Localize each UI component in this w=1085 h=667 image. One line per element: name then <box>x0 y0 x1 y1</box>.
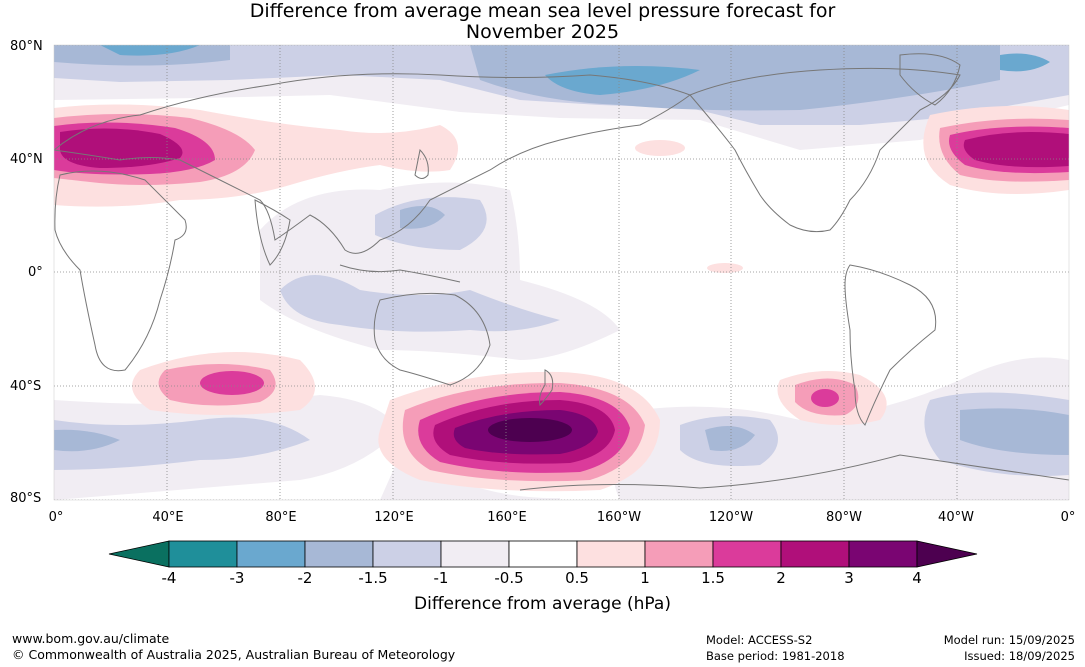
colorbar-tick: -0.5 <box>494 569 524 587</box>
lon-label-0-right: 0° <box>1060 510 1076 525</box>
colorbar-bin <box>780 540 850 568</box>
lon-label-160w: 160°W <box>596 510 642 525</box>
colorbar-bin <box>168 540 238 568</box>
colorbar-tick: 4 <box>912 569 922 587</box>
lon-label-0-left: 0° <box>48 510 64 525</box>
base-period: Base period: 1981-2018 <box>706 649 845 663</box>
colorbar-tick: 1 <box>640 569 650 587</box>
colorbar-bin <box>304 540 374 568</box>
colorbar-extend-max <box>916 540 978 568</box>
colorbar-tick: -2 <box>297 569 313 587</box>
copyright-text: © Commonwealth of Australia 2025, Austra… <box>12 647 456 662</box>
lon-label-160e: 160°E <box>487 510 527 525</box>
lon-label-120w: 120°W <box>708 510 754 525</box>
colorbar-tick: 0.5 <box>565 569 589 587</box>
model-name: Model: ACCESS-S2 <box>706 633 813 647</box>
colorbar-bin <box>848 540 918 568</box>
lon-label-120e: 120°E <box>374 510 414 525</box>
gridlines <box>54 45 1069 500</box>
colorbar-tick: -3 <box>229 569 245 587</box>
title-line-2: November 2025 <box>465 21 620 43</box>
colorbar-tick: 3 <box>844 569 854 587</box>
colorbar-bin <box>712 540 782 568</box>
lon-label-40e: 40°E <box>152 510 184 525</box>
model-run-date: Model run: 15/09/2025 <box>943 633 1075 647</box>
colorbar-bin <box>372 540 442 568</box>
colorbar-bin <box>440 540 510 568</box>
lon-label-80e: 80°E <box>265 510 297 525</box>
max-positive-region <box>488 418 572 442</box>
colorbar-extend-min <box>108 540 170 568</box>
colorbar-tick: -1 <box>433 569 449 587</box>
map-frame <box>53 44 1070 501</box>
lon-label-80w: 80°W <box>826 510 862 525</box>
lat-label-80s: 80°S <box>10 491 42 506</box>
lat-label-40n: 40°N <box>10 152 43 167</box>
colorbar-tick: -4 <box>161 569 177 587</box>
land-outlines <box>54 53 1069 491</box>
lat-label-40s: 40°S <box>10 379 42 394</box>
title-line-1: Difference from average mean sea level p… <box>249 0 836 22</box>
issued-date: Issued: 18/09/2025 <box>964 649 1075 663</box>
lon-label-40w: 40°W <box>938 510 974 525</box>
colorbar-label: Difference from average (hPa) <box>414 594 671 614</box>
website-link[interactable]: www.bom.gov.au/climate <box>12 631 170 646</box>
lat-label-0: 0° <box>28 265 43 280</box>
colorbar-bin <box>576 540 646 568</box>
colorbar-bin <box>236 540 306 568</box>
colorbar-tick: 2 <box>776 569 786 587</box>
colorbar-tick: 1.5 <box>701 569 725 587</box>
very-strong-negative-regions <box>100 45 1050 176</box>
colorbar-bin <box>644 540 714 568</box>
colorbar-bin <box>508 540 578 568</box>
colorbar <box>108 540 978 568</box>
colorbar-tick: -1.5 <box>358 569 388 587</box>
lat-label-80n: 80°N <box>10 39 43 54</box>
